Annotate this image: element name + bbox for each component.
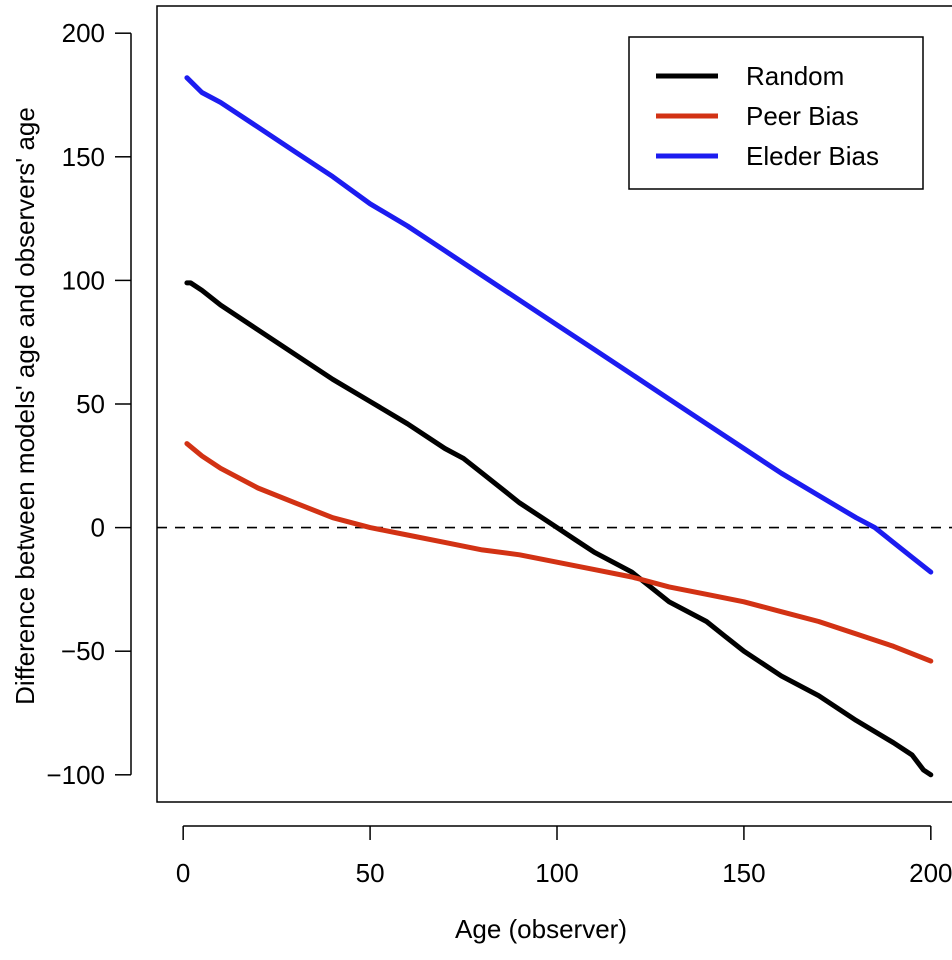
y-tick-label: −100 [46,760,105,790]
legend-label-peer-bias: Peer Bias [746,101,859,131]
y-tick-label: 150 [62,142,105,172]
x-tick-label: 50 [356,858,385,888]
y-axis: −100 −50 0 50 100 150 200 [46,18,132,790]
x-tick-label: 0 [176,858,190,888]
x-tick-label: 150 [722,858,765,888]
y-tick-label: 200 [62,18,105,48]
plot-frame [156,5,952,803]
series-lines [184,75,934,778]
plot-area [156,5,952,803]
y-tick-label: −50 [61,636,105,666]
series-line-eleder-bias [184,75,934,575]
legend-label-eleder-bias: Eleder Bias [746,141,879,171]
x-axis: 0 50 100 150 200 [176,825,952,888]
legend-box [628,36,924,190]
y-tick-label: 0 [91,513,105,543]
x-tick-label: 100 [535,858,578,888]
y-tick-label: 100 [62,265,105,295]
x-tick-label: 200 [909,858,952,888]
y-tick-label: 50 [76,389,105,419]
legend: Random Peer Bias Eleder Bias [628,36,924,190]
y-axis-label: Difference between models' age and obser… [10,107,40,705]
legend-label-random: Random [746,61,844,91]
series-line-peer-bias [184,441,934,664]
series-line-random [184,280,934,778]
x-axis-label: Age (observer) [455,914,627,944]
